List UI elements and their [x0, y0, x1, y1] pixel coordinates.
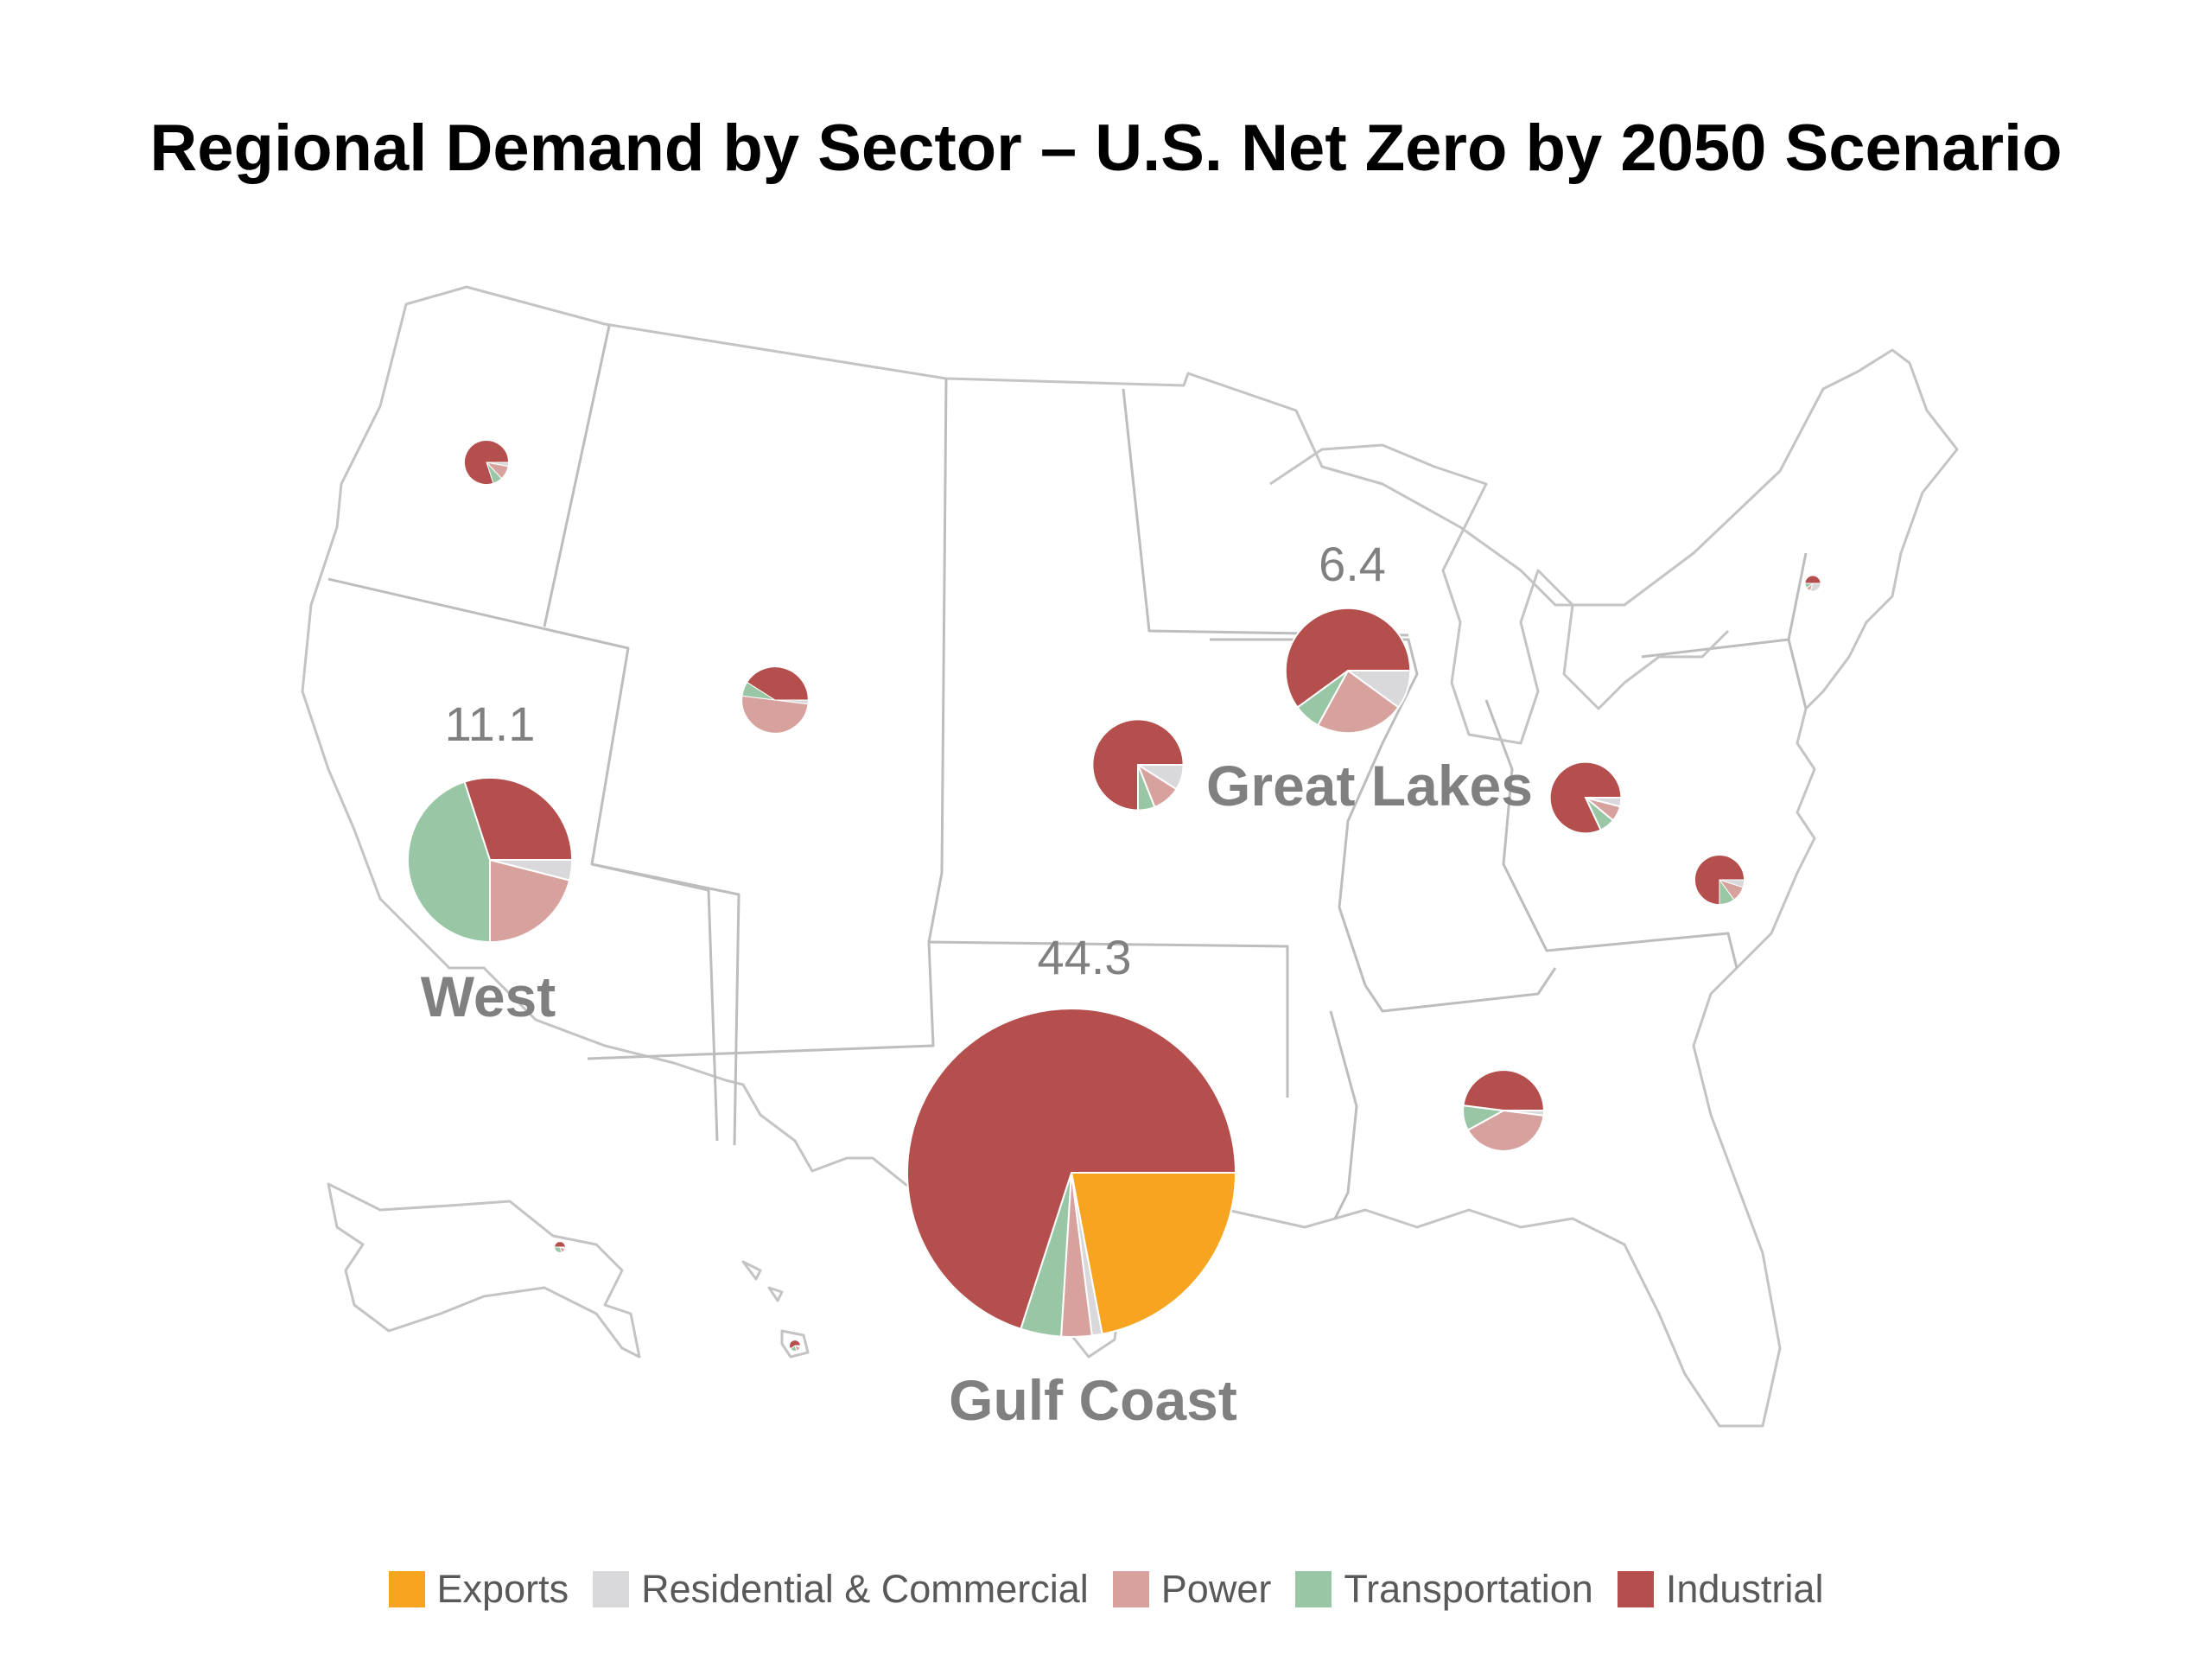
west-region-label: West	[421, 964, 556, 1028]
pie-slice-gulf-coast-industrial	[906, 1008, 1237, 1330]
pie-slice-mountain-industrial	[746, 666, 809, 701]
pie-central	[1091, 718, 1185, 812]
legend-swatch-power	[1112, 1571, 1149, 1607]
pie-west	[406, 776, 574, 944]
pie-northwest	[464, 440, 510, 486]
legend-label-residential-commercial: Residential & Commercial	[641, 1567, 1089, 1611]
pie-slice-west-industrial	[463, 776, 574, 861]
pie-slice-central-industrial	[1091, 718, 1185, 812]
great-lakes-total-value: 6.4	[1319, 537, 1386, 591]
pie-ohio-valley	[1548, 761, 1623, 835]
pie-slice-great-lakes-industrial	[1284, 607, 1412, 709]
gulf-coast-region-label: Gulf Coast	[949, 1368, 1237, 1432]
pie-mountain	[741, 666, 809, 734]
legend-swatch-residential-commercial	[593, 1571, 630, 1607]
pie-hawaii	[789, 1340, 801, 1352]
west-total-value: 11.1	[445, 697, 536, 751]
legend-swatch-transportation	[1295, 1571, 1332, 1607]
pie-slice-mid-atlantic-industrial	[1694, 854, 1745, 906]
legend-item-power: Power	[1112, 1567, 1272, 1612]
sector-pies	[406, 440, 1821, 1352]
pie-slice-hawaii-industrial	[789, 1340, 801, 1350]
pie-slice-alaska-industrial	[554, 1241, 566, 1248]
legend-item-residential-commercial: Residential & Commercial	[593, 1567, 1089, 1612]
pie-slice-alaska-transportation	[554, 1246, 563, 1253]
legend-swatch-industrial	[1617, 1571, 1654, 1607]
legend-swatch-exports	[388, 1571, 425, 1607]
legend-label-industrial: Industrial	[1665, 1567, 1824, 1611]
alaska-outline	[327, 1182, 641, 1359]
pie-slice-west-power	[489, 858, 571, 944]
pie-alaska	[554, 1241, 566, 1253]
legend-item-transportation: Transportation	[1295, 1567, 1593, 1612]
pie-slice-west-transportation	[406, 780, 491, 944]
legend-item-industrial: Industrial	[1617, 1567, 1824, 1612]
gulf-coast-total-value: 44.3	[1038, 930, 1132, 984]
pie-gulf-coast	[906, 1008, 1237, 1338]
pie-great-lakes	[1284, 607, 1412, 735]
great-lakes-shoreline	[1269, 443, 1730, 745]
legend-label-exports: Exports	[436, 1567, 569, 1611]
pie-slice-southeast-power	[1466, 1109, 1545, 1152]
pie-slice-southeast-industrial	[1462, 1069, 1545, 1111]
chart-title: Regional Demand by Sector – U.S. Net Zer…	[149, 111, 2063, 185]
pie-slice-ohio-valley-industrial	[1548, 761, 1623, 835]
pie-southeast	[1462, 1069, 1545, 1152]
legend-label-transportation: Transportation	[1344, 1567, 1593, 1611]
legend-label-power: Power	[1160, 1567, 1272, 1611]
hawaii-outline	[741, 1260, 810, 1359]
legend-item-exports: Exports	[388, 1567, 569, 1612]
map-outlines	[301, 285, 1959, 1428]
great-lakes-region-label: Great Lakes	[1206, 754, 1533, 818]
pie-mid-atlantic	[1694, 854, 1745, 906]
pie-slice-great-lakes-power	[1316, 669, 1400, 735]
pie-slice-gulf-coast-exports	[1070, 1172, 1237, 1335]
region-boundaries	[327, 325, 1808, 1219]
pie-slice-northeast-industrial	[1804, 575, 1821, 584]
pie-slice-northwest-industrial	[464, 440, 510, 486]
legend: Exports Residential & Commercial Power T…	[0, 1567, 2212, 1612]
pie-slice-mountain-power	[741, 695, 809, 734]
pie-northeast	[1804, 575, 1821, 592]
